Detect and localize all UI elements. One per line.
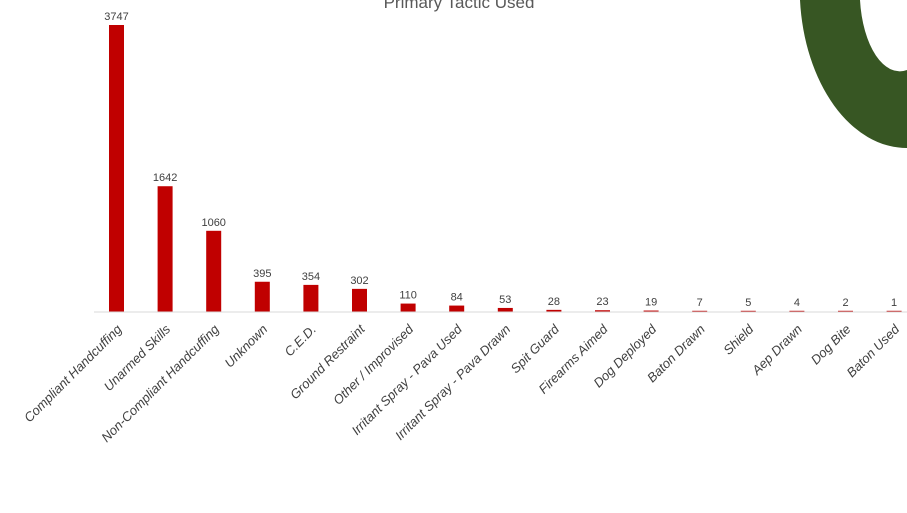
bar-0 bbox=[109, 25, 124, 312]
category-label-13: Shield bbox=[720, 321, 757, 358]
value-label-9: 28 bbox=[548, 296, 560, 308]
value-label-4: 354 bbox=[302, 271, 320, 283]
category-label-3: Unknown bbox=[221, 322, 270, 371]
value-labels-group: 3747 1642 1060 395 354 302 110 84 53 28 23 19 7 5 4 2 1 bbox=[104, 11, 897, 309]
value-label-12: 7 bbox=[697, 297, 703, 309]
bar-6 bbox=[400, 303, 416, 312]
bar-5 bbox=[352, 288, 367, 312]
value-label-7: 84 bbox=[451, 292, 463, 304]
value-label-0: 3747 bbox=[104, 11, 128, 23]
green-ring-decoration bbox=[800, 0, 907, 149]
bar-3 bbox=[254, 281, 270, 312]
value-label-6: 110 bbox=[399, 290, 417, 302]
bar-15 bbox=[838, 310, 853, 312]
value-label-15: 2 bbox=[842, 297, 848, 309]
bar-7 bbox=[449, 305, 465, 312]
category-label-15: Dog Bite bbox=[808, 322, 854, 368]
category-label-6: Other / Improvised bbox=[330, 321, 417, 408]
bar-16 bbox=[886, 310, 902, 312]
bar-13 bbox=[740, 310, 756, 312]
value-label-13: 5 bbox=[745, 297, 751, 309]
bars-group bbox=[109, 25, 902, 312]
category-label-16: Baton Used bbox=[844, 321, 903, 380]
bar-11 bbox=[643, 310, 659, 312]
value-label-14: 4 bbox=[794, 297, 800, 309]
value-label-11: 19 bbox=[645, 297, 657, 309]
category-label-4: C.E.D. bbox=[281, 322, 319, 360]
bar-2 bbox=[206, 230, 222, 312]
bar-1 bbox=[157, 186, 173, 312]
bar-14 bbox=[789, 310, 805, 312]
chart-title: Primary Tactic Used bbox=[384, 0, 535, 12]
bar-8 bbox=[497, 307, 513, 312]
value-label-10: 23 bbox=[596, 296, 608, 308]
bar-4 bbox=[303, 284, 319, 312]
value-label-2: 1060 bbox=[201, 217, 225, 229]
value-label-1: 1642 bbox=[153, 172, 177, 184]
category-label-0: Compliant Handcuffing bbox=[21, 321, 125, 425]
bar-10 bbox=[595, 310, 610, 312]
value-label-8: 53 bbox=[499, 294, 511, 306]
bar-12 bbox=[692, 310, 708, 312]
value-label-16: 1 bbox=[891, 297, 897, 309]
bar-9 bbox=[546, 309, 562, 312]
value-label-5: 302 bbox=[350, 275, 368, 287]
category-label-14: Aep Drawn bbox=[748, 322, 805, 379]
value-label-3: 395 bbox=[253, 268, 271, 280]
